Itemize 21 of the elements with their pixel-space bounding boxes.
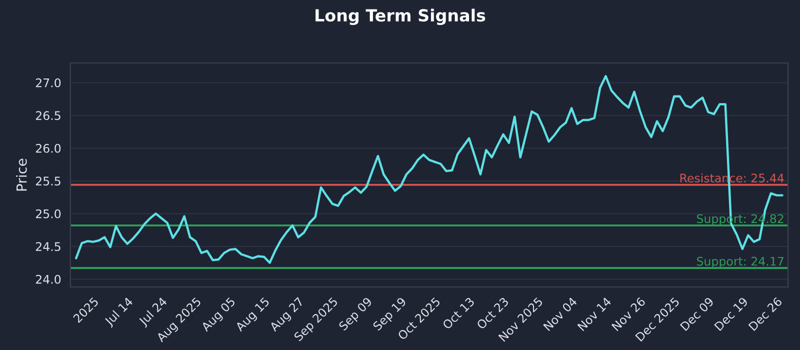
x-tick-label: Sep 09 [338,296,374,333]
x-tick-label: Jul 24 [138,296,170,328]
x-tick-label: Dec 09 [680,296,714,332]
y-tick-label: 27.0 [36,78,61,88]
x-tick-label: Oct 13 [442,296,475,330]
ref-line-label: Support: 24.17 [696,256,784,268]
chart-title: Long Term Signals [316,8,486,26]
x-tick-label: Nov 14 [577,296,612,332]
y-tick-label: 25.5 [36,176,60,186]
x-tick-label: Dec 19 [714,296,748,332]
x-tick-label: Aug 05 [200,296,238,334]
y-tick-label: 25.0 [36,209,61,218]
x-tick-label: Nov 04 [542,296,578,332]
x-tick-label: Dec 26 [748,296,783,332]
y-tick-label: 26.5 [36,111,60,120]
y-tick-label: 26.0 [36,144,61,153]
y-tick-label: 24.0 [36,274,61,284]
x-tick-label: Aug 15 [234,297,272,334]
y-tick-label: 24.5 [36,242,60,252]
y-axis-title: Price [16,158,27,191]
x-tick-label: Jul 14 [104,296,135,328]
